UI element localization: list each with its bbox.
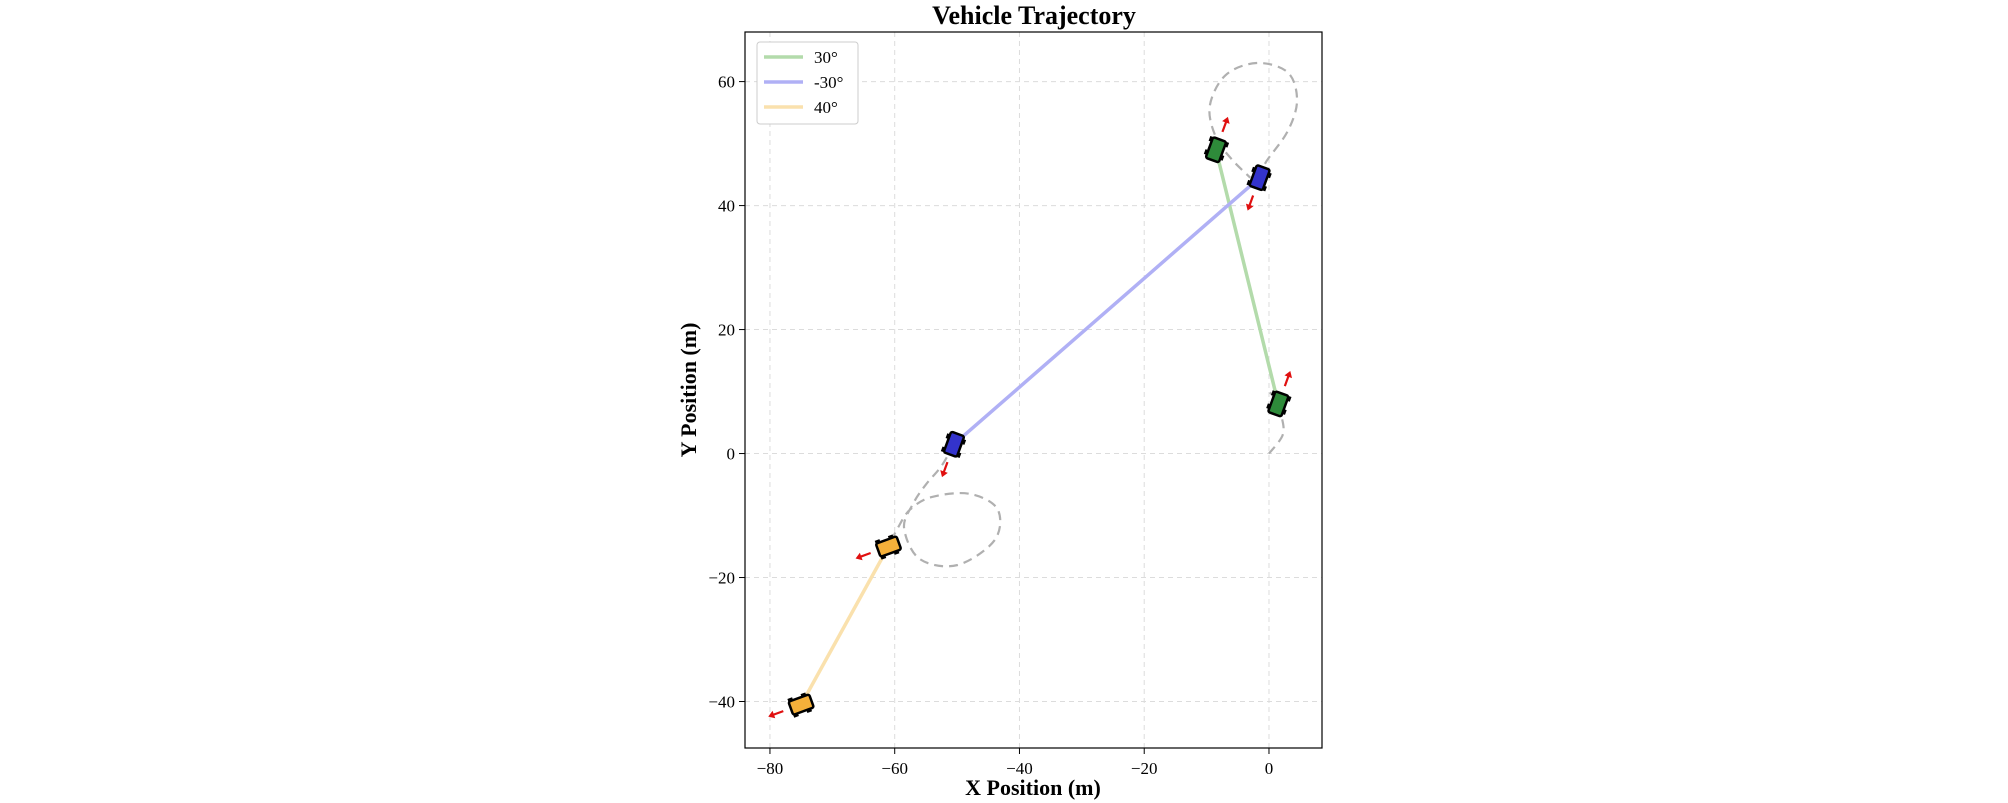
legend-label: 30° [814, 48, 838, 67]
vehicle-body [1248, 164, 1271, 192]
vehicle-body [787, 693, 815, 716]
legend: 30° -30° 40° [756, 41, 859, 125]
x-tick-label: 0 [1265, 759, 1274, 778]
vehicle-body [1204, 136, 1227, 164]
heading-arrow-head [768, 710, 776, 719]
vehicle-marker [1266, 371, 1293, 418]
legend-label: 40° [814, 98, 838, 117]
plot-background [745, 32, 1322, 748]
vehicle-marker [1245, 164, 1272, 211]
x-tick-label: −60 [881, 759, 908, 778]
vehicle-body [942, 430, 965, 458]
vehicles [768, 116, 1293, 719]
series-line [1214, 148, 1281, 406]
heading-arrow [772, 710, 784, 716]
y-tick-label: 60 [718, 73, 735, 92]
heading-arrow-head [1284, 371, 1293, 379]
chart-title: Vehicle Trajectory [932, 1, 1136, 30]
heading-arrow-head [940, 470, 948, 478]
heading-arrow [1221, 121, 1228, 133]
x-tick-label: −80 [757, 759, 784, 778]
grid-lines [745, 32, 1322, 748]
series-line [952, 175, 1262, 446]
x-tick-label: −20 [1131, 759, 1158, 778]
series-lines [799, 148, 1281, 707]
y-tick-label: 20 [718, 321, 735, 340]
legend-label: -30° [814, 73, 843, 92]
plot-frame [744, 31, 1323, 749]
vehicle-marker [768, 692, 815, 719]
y-tick-label: −40 [708, 693, 735, 712]
y-axis-title: Y Position (m) [676, 323, 701, 458]
axis-ticks: −80 −60 −40 −20 0 −40 −20 0 20 40 60 [708, 73, 1273, 778]
y-tick-label: 40 [718, 197, 735, 216]
vehicle-body [875, 535, 902, 558]
heading-arrow [1248, 195, 1255, 207]
vehicle-marker [855, 534, 902, 561]
reference-path-segment [887, 443, 1002, 568]
heading-arrow-head [1245, 203, 1254, 211]
heading-arrow [942, 461, 949, 473]
x-axis-title: X Position (m) [965, 775, 1101, 800]
vehicle-marker [940, 430, 967, 478]
heading-arrow [1283, 375, 1290, 387]
series-line [799, 544, 891, 707]
heading-arrow [859, 551, 871, 558]
vehicle-marker [1203, 116, 1230, 164]
heading-arrow-head [1222, 116, 1230, 124]
y-tick-label: 0 [727, 445, 736, 464]
legend-box [756, 41, 859, 125]
x-tick-label: −40 [1006, 759, 1033, 778]
heading-arrow-head [855, 552, 863, 561]
vehicle-body [1267, 390, 1290, 418]
y-tick-label: −20 [708, 569, 735, 588]
